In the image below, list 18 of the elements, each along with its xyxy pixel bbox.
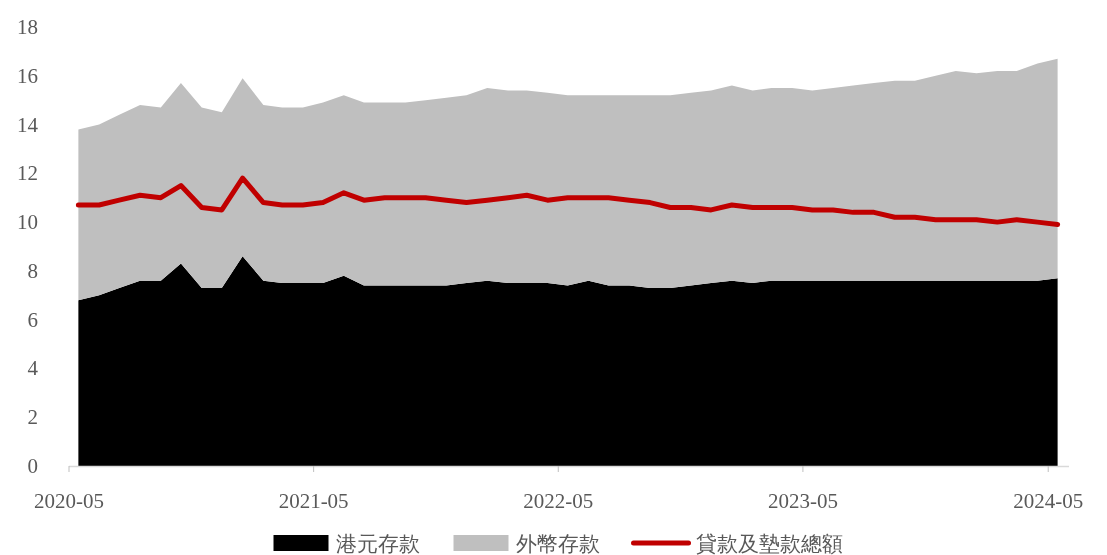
- legend-label: 外幣存款: [515, 532, 600, 555]
- y-tick-label: 14: [17, 112, 39, 137]
- y-tick-label: 16: [17, 63, 38, 88]
- y-tick-label: 18: [17, 15, 38, 39]
- y-tick-label: 2: [27, 405, 38, 430]
- y-tick-label: 0: [27, 454, 38, 478]
- x-tick-label: 2022-05: [523, 489, 594, 513]
- y-tick-label: 8: [27, 258, 38, 283]
- x-tick-label: 2023-05: [767, 489, 838, 513]
- y-tick-label: 10: [17, 210, 38, 235]
- y-tick-label: 12: [17, 161, 38, 186]
- x-tick-label: 2020-05: [34, 489, 104, 513]
- x-tick-label: 2024-05: [1013, 489, 1084, 513]
- x-tick-label: 2021-05: [278, 489, 349, 513]
- y-tick-label: 6: [27, 307, 38, 332]
- legend-label: 貸款及墊款總額: [695, 532, 843, 555]
- y-tick-label: 4: [27, 356, 39, 381]
- legend-label: 港元存款: [335, 532, 420, 555]
